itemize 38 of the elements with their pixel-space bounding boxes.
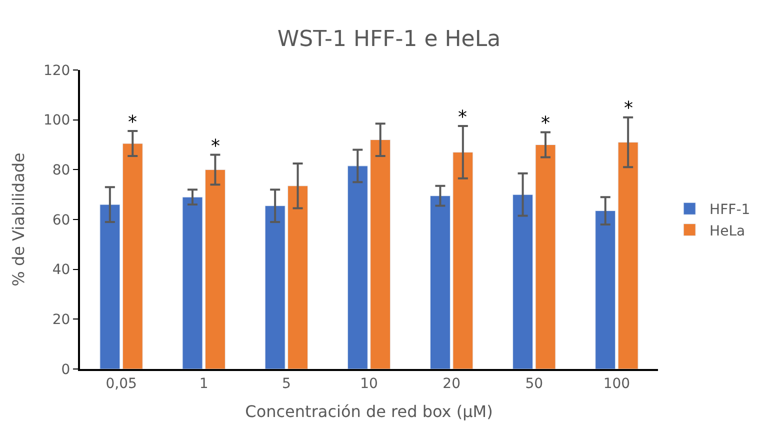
x-tick-label: 1 [199, 376, 208, 392]
x-tick-label: 0,05 [106, 376, 137, 392]
annotation: * [541, 113, 550, 134]
annotation: * [458, 107, 467, 128]
bar [595, 210, 616, 369]
x-tick-label: 10 [360, 376, 378, 392]
y-tick-label: 80 [52, 162, 70, 179]
bar [535, 144, 556, 369]
legend-label: HFF-1 [710, 202, 750, 218]
bar [430, 196, 450, 369]
x-tick-label: 5 [282, 376, 291, 392]
bar [288, 186, 308, 369]
bar [618, 142, 638, 369]
bar [452, 152, 474, 369]
bar [512, 194, 534, 369]
bar [182, 196, 203, 369]
legend-label: HeLa [710, 223, 746, 240]
x-tick-label: 100 [603, 376, 630, 392]
bar [264, 206, 286, 369]
y-tick-label: 20 [52, 312, 70, 328]
annotation: * [624, 98, 633, 119]
y-tick-label: 100 [43, 112, 70, 129]
annotation: * [128, 112, 137, 133]
bar [122, 143, 143, 369]
x-tick-label: 20 [442, 376, 460, 392]
y-axis-title: % de Viabilidade [8, 152, 28, 286]
bar [100, 204, 120, 369]
x-axis-title: Concentración de red box (µM) [245, 402, 493, 421]
bar [347, 166, 368, 369]
bar [370, 140, 391, 369]
y-tick-label: 120 [43, 62, 70, 79]
bar [204, 169, 226, 369]
annotation: * [211, 136, 220, 157]
y-tick-label: 60 [52, 212, 70, 228]
chart-title: WST-1 HFF-1 e HeLa [277, 27, 501, 52]
y-tick-label: 40 [52, 262, 70, 278]
y-tick-label: 0 [61, 362, 70, 378]
x-tick-label: 50 [525, 376, 544, 392]
